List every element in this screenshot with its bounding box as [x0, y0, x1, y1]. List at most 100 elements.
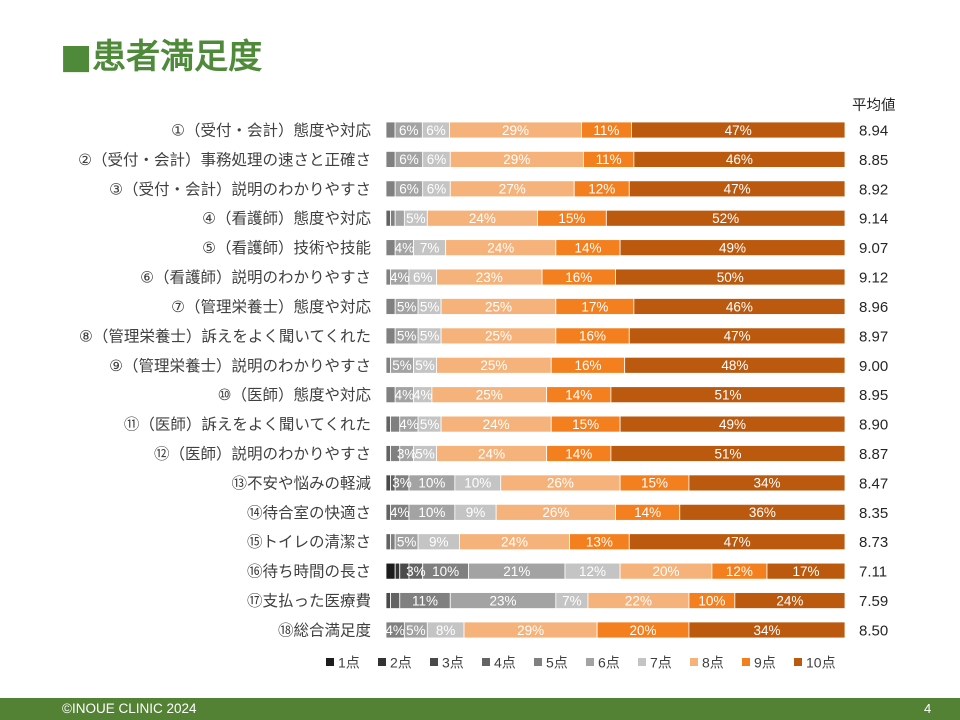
legend-item: 3点	[430, 655, 464, 671]
data-label: 4%	[413, 387, 433, 402]
data-label: 16%	[574, 358, 601, 373]
bar-segment	[385, 327, 396, 345]
bar-segment	[385, 356, 391, 374]
bar-row: ⑭待合室の快適さ 4% 10% 9% 26% 14% 36% 8.35	[247, 504, 888, 522]
legend-item: 8点	[690, 655, 724, 671]
data-label: 47%	[724, 535, 751, 550]
page-number: 4	[924, 701, 932, 716]
average-value: 8.50	[859, 622, 888, 639]
bar-segment	[633, 151, 846, 168]
legend-item: 2点	[378, 655, 412, 671]
bar-segment	[734, 592, 846, 609]
data-label: 27%	[499, 182, 526, 197]
bar-row: ⑯待ち時間の長さ 3% 10% 21% 12% 20% 12% 17% 7.11	[247, 563, 887, 581]
bar-segment	[385, 415, 391, 433]
bar-segment	[385, 562, 396, 580]
data-label: 14%	[634, 505, 661, 520]
legend-item: 6点	[586, 655, 620, 671]
data-label: 5%	[420, 329, 440, 344]
data-label: 4%	[390, 505, 410, 520]
data-label: 10%	[418, 476, 445, 491]
legend-label: 3点	[442, 655, 464, 671]
data-label: 20%	[630, 623, 657, 638]
legend-swatch	[378, 658, 386, 666]
data-label: 3%	[392, 476, 412, 491]
copyright-text: ©INOUE CLINIC 2024	[62, 701, 197, 716]
legend: 1点 2点 3点 4点 5点 6点 7点 8点 9点 10点	[326, 655, 836, 671]
legend-swatch	[534, 658, 542, 666]
data-label: 51%	[714, 387, 741, 402]
data-label: 24%	[478, 446, 505, 461]
bar-segment	[628, 533, 846, 551]
category-label: ①（受付・会計）態度や対応	[171, 122, 371, 140]
data-label: 24%	[487, 240, 514, 255]
data-label: 29%	[502, 123, 529, 138]
data-label: 10%	[464, 476, 491, 491]
data-label: 5%	[392, 358, 412, 373]
bar-segment	[631, 121, 846, 139]
bar-row: ⑱総合満足度 4% 5% 8% 29% 20% 34% 8.50	[278, 621, 888, 639]
average-value: 8.35	[859, 505, 888, 522]
data-label: 14%	[565, 446, 592, 461]
data-label: 7%	[420, 240, 440, 255]
bar-row: ⑰支払った医療費 11% 23% 7% 22% 10% 24% 7.59	[247, 592, 888, 610]
bar-segment	[688, 621, 846, 639]
legend-label: 8点	[702, 655, 724, 671]
data-label: 52%	[712, 211, 739, 226]
data-label: 23%	[490, 593, 517, 608]
legend-label: 7点	[650, 655, 672, 671]
data-label: 10%	[432, 564, 459, 579]
data-label: 5%	[420, 417, 440, 432]
data-label: 47%	[724, 182, 751, 197]
data-label: 11%	[593, 123, 619, 138]
category-label: ③（受付・会計）説明のわかりやすさ	[109, 180, 371, 198]
data-label: 6%	[399, 182, 419, 197]
data-label: 29%	[503, 152, 530, 167]
category-label: ⑦（管理栄養士）態度や対応	[171, 298, 371, 316]
data-label: 48%	[721, 358, 748, 373]
data-label: 25%	[476, 387, 503, 402]
average-header: 平均値	[852, 97, 896, 114]
footer-bar: ©INOUE CLINIC 2024 4	[0, 698, 960, 720]
data-label: 20%	[652, 564, 679, 579]
bar-segment	[679, 503, 846, 521]
bar-segment	[766, 562, 846, 580]
legend-label: 5点	[546, 655, 568, 671]
data-label: 4%	[399, 417, 419, 432]
data-label: 11%	[412, 593, 438, 608]
legend-label: 1点	[338, 655, 360, 671]
data-label: 6%	[426, 123, 446, 138]
bar-row: ⑦（管理栄養士）態度や対応 5% 5% 25% 17% 46% 8.96	[171, 298, 888, 316]
legend-swatch	[742, 658, 750, 666]
bar-segment	[610, 386, 846, 404]
data-label: 12%	[588, 182, 615, 197]
average-value: 8.95	[859, 387, 888, 404]
bar-segment	[390, 533, 396, 551]
bar-segment	[390, 209, 396, 227]
data-label: 47%	[724, 329, 751, 344]
bar-row: ⑪（医師）訴えをよく聞いてくれた 4% 5% 24% 15% 49% 8.90	[124, 416, 888, 434]
legend-label: 6点	[598, 655, 620, 671]
bar-segment	[605, 209, 846, 227]
legend-label: 2点	[390, 655, 412, 671]
data-label: 16%	[565, 270, 592, 285]
category-label: ⑫（医師）説明のわかりやすさ	[154, 445, 371, 463]
legend-swatch	[586, 658, 594, 666]
legend-label: 10点	[806, 655, 836, 671]
bar-segment	[385, 121, 396, 139]
bar-segment	[385, 592, 391, 609]
bar-segment	[385, 209, 391, 227]
bar-row: ⑥（看護師）説明のわかりやすさ 4% 6% 23% 16% 50% 9.12	[140, 269, 888, 287]
category-label: ⑧（管理栄養士）訴えをよく聞いてくれた	[79, 327, 371, 345]
data-label: 10%	[698, 593, 725, 608]
data-label: 14%	[565, 387, 592, 402]
data-label: 9%	[466, 505, 486, 520]
average-value: 9.00	[859, 358, 888, 375]
data-label: 25%	[485, 299, 512, 314]
bar-segment	[385, 180, 396, 198]
bar-row: ④（看護師）態度や対応 5% 24% 15% 52% 9.14	[202, 210, 888, 228]
page-title: ■患者満足度	[60, 37, 263, 77]
data-label: 24%	[469, 211, 496, 226]
bar-row: ①（受付・会計）態度や対応 6% 6% 29% 11% 47% 8.94	[171, 122, 888, 140]
data-label: 3%	[397, 446, 417, 461]
